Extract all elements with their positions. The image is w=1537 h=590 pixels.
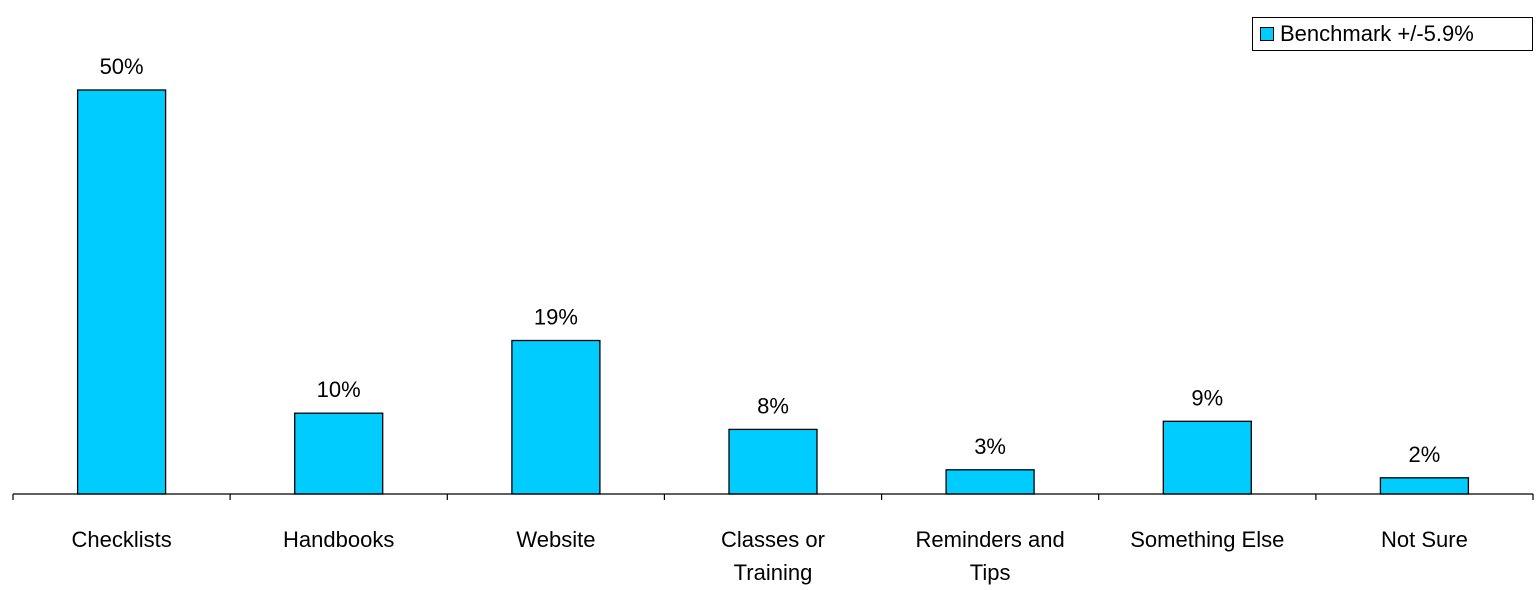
x-axis (12, 493, 1534, 500)
bar (1162, 420, 1252, 495)
data-label: 19% (534, 305, 578, 330)
legend-swatch (1260, 27, 1274, 41)
bar (945, 469, 1035, 495)
category-labels-layer: Checklists Handbooks Website Classes or Trai… (71, 527, 1467, 585)
data-label: 50% (100, 54, 144, 79)
category-label: Not Sure (1381, 527, 1468, 552)
category-label: Checklists (71, 527, 171, 552)
category-label: Handbooks (283, 527, 394, 552)
data-label: 9% (1191, 385, 1223, 410)
legend-label: Benchmark +/-5.9% (1280, 21, 1474, 46)
bar (294, 412, 384, 495)
data-label: 2% (1409, 442, 1441, 467)
data-label: 8% (757, 393, 789, 418)
bars-layer (76, 89, 1470, 495)
chart-legend: Benchmark +/-5.9% (1252, 17, 1533, 51)
data-labels-layer: 50% 10% 19% 8% 3% 9% 2% (100, 54, 1441, 467)
category-label: Classes or Training (721, 527, 825, 585)
bar (511, 339, 601, 495)
bar (728, 428, 818, 495)
category-label: Reminders and Tips (916, 527, 1065, 585)
data-label: 10% (317, 377, 361, 402)
data-label: 3% (974, 434, 1006, 459)
bar (1379, 477, 1470, 495)
category-label: Website (516, 527, 595, 552)
category-label: Something Else (1130, 527, 1284, 552)
bar (76, 89, 167, 495)
